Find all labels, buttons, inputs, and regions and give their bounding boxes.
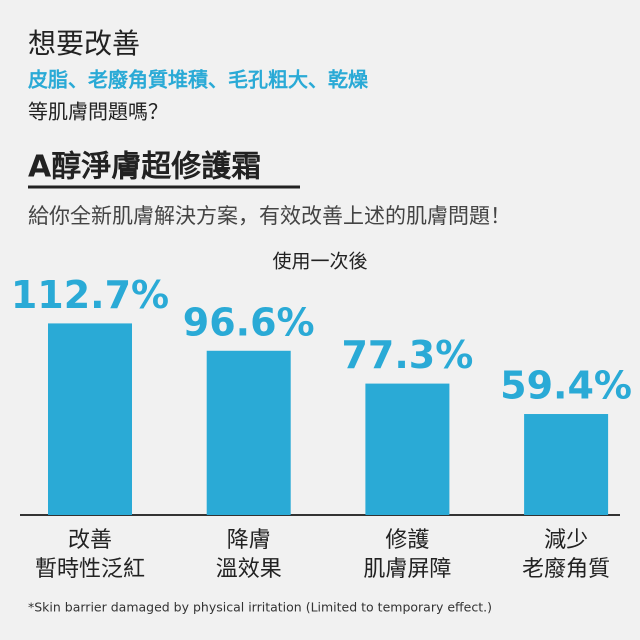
headline: 想要改善: [28, 27, 140, 60]
bar: [524, 414, 609, 515]
x-tick-label: 老廢角質: [522, 557, 610, 582]
chart-title: 使用一次後: [272, 251, 367, 273]
subtitle: 給你全新肌膚解決方案，有效改善上述的肌膚問題！: [28, 204, 511, 228]
highlight: 皮脂、老廢角質堆積、毛孔粗大、乾燥: [28, 68, 369, 92]
value-label: 112.7%: [11, 273, 169, 317]
bar: [48, 323, 132, 515]
value-label: 77.3%: [341, 333, 473, 377]
x-tick-label: 改善: [68, 528, 112, 553]
value-label: 59.4%: [500, 364, 632, 408]
x-tick-label: 減少: [544, 528, 588, 553]
x-tick-label: 肌膚屏障: [363, 557, 451, 582]
question: 等肌膚問題嗎？: [28, 100, 168, 124]
bar: [365, 383, 450, 515]
footnote: *Skin barrier damaged by physical irrita…: [28, 600, 492, 615]
value-label: 96.6%: [183, 300, 315, 344]
product-name: A醇淨膚超修護霜: [28, 150, 261, 185]
x-tick-label: 暫時性泛紅: [35, 557, 145, 582]
x-tick-label: 降膚: [227, 528, 271, 553]
x-tick-label: 修護: [385, 528, 429, 553]
x-tick-label: 溫效果: [216, 557, 282, 582]
bar: [206, 350, 291, 515]
